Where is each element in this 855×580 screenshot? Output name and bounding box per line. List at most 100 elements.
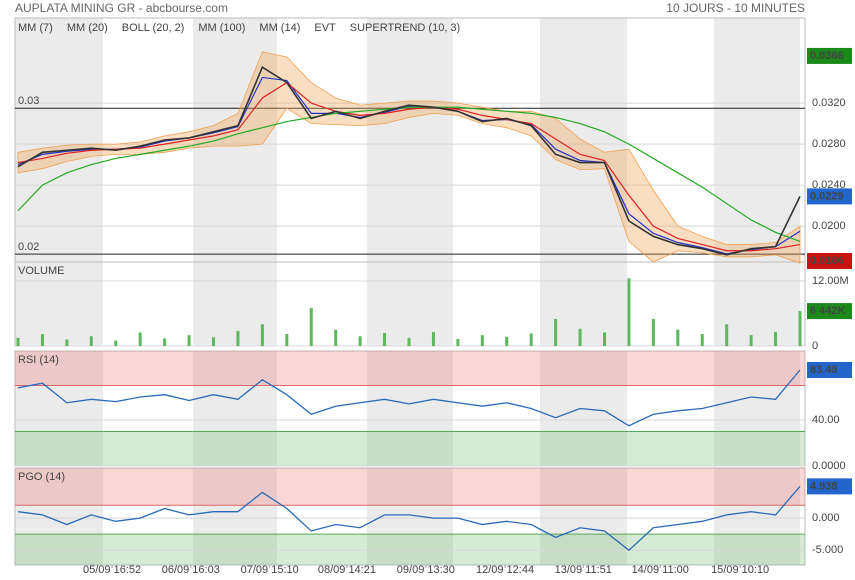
ma-line: [17, 76, 801, 255]
day-band: [193, 351, 277, 466]
day-band: [714, 468, 800, 565]
x-tick-label: 05/09 16:52: [83, 564, 141, 576]
legend-entry: EVT: [314, 22, 336, 34]
volume-bar: [187, 335, 191, 346]
badge-label: 0.0166: [810, 255, 844, 267]
y-tick-label: 0: [812, 340, 818, 352]
volume-bar: [798, 311, 802, 346]
volume-bar: [578, 328, 582, 346]
volume-bar: [603, 332, 606, 346]
value-badge: [807, 361, 852, 378]
value-badge: [807, 478, 852, 495]
day-band: [367, 351, 453, 466]
x-tick-label: 15/09 10:10: [711, 564, 769, 576]
badge-label: 83.49: [810, 364, 838, 376]
day-band: [15, 18, 103, 262]
volume-bar: [89, 336, 93, 346]
volume-bar: [383, 332, 387, 346]
volume-bar: [260, 324, 264, 346]
volume-bar: [334, 329, 338, 346]
x-tick-label: 07/09 15:10: [241, 564, 299, 576]
day-band: [540, 18, 627, 262]
panel-title: RSI (14): [18, 354, 59, 366]
volume-bar: [456, 338, 460, 346]
value-badge: [807, 252, 852, 269]
x-tick-label: 06/09 16:03: [162, 564, 220, 576]
legend-entry: SUPERTREND (10, 3): [350, 22, 460, 34]
volume-bar: [407, 337, 411, 346]
volume-bar: [651, 318, 655, 346]
legend-entry: MM (100): [198, 22, 245, 34]
badge-label: 0.0229: [810, 190, 844, 202]
legend-entry: MM (7): [18, 22, 53, 34]
y-tick-label: 0.000: [812, 512, 840, 524]
volume-bar: [65, 339, 69, 346]
indicator-line: [17, 485, 801, 552]
day-band: [367, 18, 453, 262]
day-band: [193, 468, 277, 565]
indicator-line: [17, 369, 801, 427]
badge-label: 4.938: [810, 480, 838, 492]
ma-line: [17, 106, 801, 243]
volume-bar: [627, 278, 631, 346]
chart-title: AUPLATA MINING GR - abcbourse.com: [15, 1, 228, 15]
volume-bar: [554, 318, 558, 346]
x-tick-label: 13/09 11:51: [555, 564, 612, 576]
value-badge: [807, 47, 852, 64]
volume-bar: [309, 308, 313, 346]
chart-subtitle: 10 JOURS - 10 MINUTES: [666, 1, 805, 15]
y-tick-label: 0.0200: [812, 220, 846, 232]
price-line: [17, 66, 801, 256]
day-band: [540, 468, 627, 565]
volume-bar: [480, 335, 484, 346]
value-badge: [807, 303, 852, 320]
volume-bar: [505, 336, 509, 346]
day-band: [193, 18, 277, 262]
ma-line: [17, 81, 801, 252]
volume-bar: [40, 334, 44, 346]
oversold-zone: [15, 534, 805, 565]
volume-bar: [725, 324, 729, 346]
y-tick-label: 0.0280: [812, 138, 846, 150]
volume-bar: [236, 330, 240, 346]
volume-bar: [774, 331, 778, 346]
volume-bar: [700, 334, 704, 346]
x-tick-label: 08/09 14:21: [318, 564, 376, 576]
volume-bar: [749, 335, 753, 346]
volume-bar: [285, 334, 289, 346]
day-band: [714, 351, 800, 466]
x-tick-label: 12/09 12:44: [476, 564, 534, 576]
level-label: 0.02: [18, 241, 39, 253]
y-tick-label: 0.0240: [812, 179, 846, 191]
volume-bar: [358, 336, 362, 346]
panel-title: VOLUME: [18, 265, 64, 277]
y-tick-label: 40.00: [812, 414, 840, 426]
day-band: [540, 262, 627, 346]
volume-bar: [163, 338, 167, 346]
overbought-zone: [15, 351, 805, 386]
day-band: [367, 262, 453, 346]
legend-entry: MM (14): [259, 22, 300, 34]
day-band: [15, 351, 103, 466]
day-band: [714, 18, 800, 262]
day-band: [714, 262, 800, 346]
background: [14, 17, 806, 566]
legend-entry: BOLL (20, 2): [122, 22, 185, 34]
x-tick-label: 14/09 11:00: [632, 564, 689, 576]
panel-frame: [14, 467, 806, 566]
volume-bar: [431, 331, 435, 346]
overbought-zone: [15, 468, 805, 506]
volume-bar: [16, 337, 20, 346]
y-tick-label: 0.0320: [812, 97, 846, 109]
y-tick-label: -5.000: [812, 544, 843, 556]
legend-entry: MM (20): [67, 22, 108, 34]
volume-bar: [114, 340, 118, 346]
day-band: [193, 262, 277, 346]
volume-bar: [676, 329, 680, 346]
x-tick-label: 09/09 13:30: [397, 564, 455, 576]
bollinger-band: [17, 51, 801, 264]
y-tick-label: 0.0000: [812, 460, 846, 472]
volume-bar: [529, 333, 533, 346]
value-badge: [807, 188, 852, 205]
